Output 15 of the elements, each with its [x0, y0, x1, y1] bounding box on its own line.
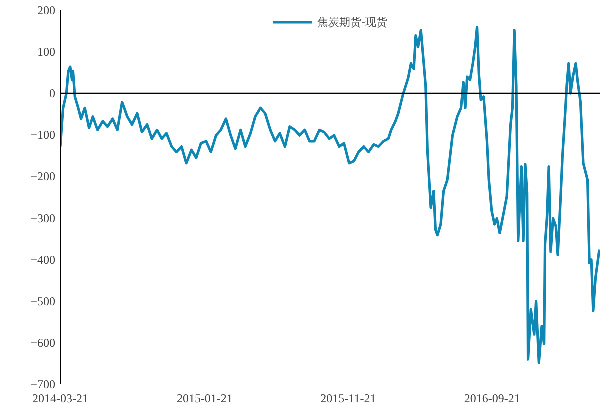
- x-tick-label: 2015-01-21: [176, 392, 233, 405]
- x-tick-label: 2015-11-21: [320, 392, 376, 405]
- y-tick-label: −100: [30, 128, 56, 142]
- y-tick-label: −300: [30, 211, 56, 226]
- y-tick-label: −600: [30, 336, 56, 350]
- legend-label: 焦炭期货-现货: [318, 14, 388, 30]
- y-tick-label: −500: [30, 294, 56, 308]
- y-tick-label: 0: [50, 86, 56, 101]
- x-tick-label: 2016-09-21: [464, 392, 520, 405]
- y-tick-label: −400: [30, 252, 56, 267]
- y-tick-label: −200: [30, 170, 56, 184]
- y-tick-label: 100: [38, 45, 56, 60]
- y-tick-label: −700: [30, 378, 56, 392]
- y-tick-label: 200: [38, 4, 56, 18]
- x-tick-label: 2014-03-21: [32, 392, 89, 405]
